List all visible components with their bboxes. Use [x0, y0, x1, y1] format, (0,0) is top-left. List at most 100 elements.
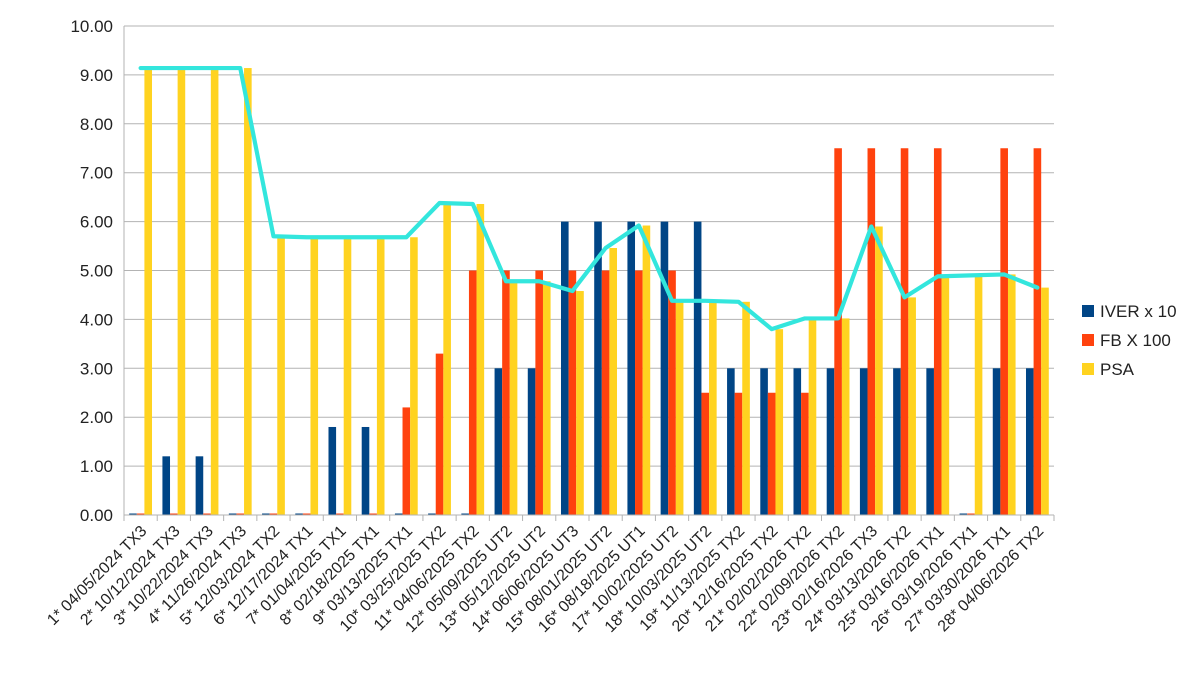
x-axis — [123, 26, 1055, 521]
bar-psa — [941, 276, 950, 515]
bar-iver-x-10 — [926, 368, 934, 515]
bar-iver-x-10 — [394, 513, 403, 515]
bars — [129, 68, 1049, 516]
bar-psa — [277, 236, 285, 515]
legend-swatch — [1082, 334, 1094, 346]
bar-iver-x-10 — [826, 368, 835, 515]
bar-iver-x-10 — [461, 513, 469, 515]
bar-iver-x-10 — [428, 513, 436, 515]
bar-fb-x-100 — [933, 148, 942, 515]
bar-fb-x-100 — [734, 392, 743, 515]
bar-fb-x-100 — [900, 148, 909, 515]
bar-fb-x-100 — [967, 513, 975, 515]
bar-iver-x-10 — [162, 456, 171, 515]
bar-psa — [443, 203, 451, 515]
bar-psa — [709, 300, 717, 515]
y-tick-label: 8.00 — [80, 115, 113, 134]
legend-label: IVER x 10 — [1100, 302, 1177, 321]
legend-label: PSA — [1100, 360, 1135, 379]
bar-fb-x-100 — [336, 513, 344, 515]
bar-iver-x-10 — [793, 368, 802, 515]
bar-iver-x-10 — [727, 368, 735, 515]
bar-fb-x-100 — [867, 148, 876, 515]
bar-fb-x-100 — [668, 270, 676, 515]
bar-fb-x-100 — [834, 148, 842, 515]
bar-psa — [144, 68, 153, 515]
bar-psa — [310, 237, 319, 516]
y-tick-label: 1.00 — [80, 457, 113, 476]
bar-psa — [376, 237, 385, 516]
bar-psa — [244, 68, 252, 515]
bar-fb-x-100 — [801, 392, 809, 515]
y-tick-label: 4.00 — [80, 310, 113, 329]
bar-psa — [775, 329, 784, 515]
bar-fb-x-100 — [701, 392, 710, 515]
bar-fb-x-100 — [468, 270, 477, 515]
bar-psa — [410, 237, 418, 516]
bar-iver-x-10 — [992, 368, 1001, 515]
bar-psa — [875, 226, 883, 516]
bar-fb-x-100 — [601, 270, 610, 515]
bar-fb-x-100 — [535, 270, 543, 515]
bar-fb-x-100 — [635, 270, 643, 515]
psa-series-line — [138, 65, 1040, 332]
bar-fb-x-100 — [369, 513, 377, 515]
bar-psa — [1041, 287, 1049, 515]
y-tick-label: 10.00 — [70, 17, 113, 36]
bar-psa — [542, 281, 551, 515]
bar-fb-x-100 — [269, 513, 278, 515]
bar-fb-x-100 — [136, 513, 145, 515]
legend-swatch — [1082, 363, 1094, 375]
bar-fb-x-100 — [402, 407, 411, 515]
bar-fb-x-100 — [1033, 148, 1042, 515]
y-tick-label: 0.00 — [80, 506, 113, 525]
bar-psa — [476, 203, 485, 515]
bar-fb-x-100 — [435, 353, 444, 515]
bar-psa — [343, 237, 352, 516]
y-axis-ticks: 0.00 1.00 2.00 3.00 4.00 5.00 6.00 7.00 8.00 9.00… — [70, 17, 113, 525]
bar-iver-x-10 — [129, 513, 137, 515]
bar-iver-x-10 — [760, 368, 768, 515]
bar-psa — [675, 300, 684, 515]
bar-iver-x-10 — [594, 221, 602, 515]
y-tick-label: 7.00 — [80, 164, 113, 183]
y-tick-label: 3.00 — [80, 359, 113, 378]
bar-psa — [509, 281, 518, 515]
bar-iver-x-10 — [228, 513, 237, 515]
bar-psa — [210, 68, 219, 515]
bar-fb-x-100 — [502, 270, 510, 515]
legend: IVER x 10 FB X 100 PSA — [1082, 302, 1177, 379]
bar-fb-x-100 — [767, 392, 776, 515]
bar-iver-x-10 — [494, 368, 503, 515]
bar-psa — [808, 318, 817, 515]
bar-psa — [609, 248, 618, 516]
y-tick-label: 6.00 — [80, 213, 113, 232]
legend-swatch — [1082, 305, 1094, 317]
bar-iver-x-10 — [361, 426, 370, 515]
bar-psa — [742, 301, 750, 515]
bar-iver-x-10 — [328, 426, 337, 515]
bar-iver-x-10 — [295, 513, 303, 515]
bar-psa — [576, 291, 584, 515]
bar-iver-x-10 — [660, 221, 669, 515]
bar-fb-x-100 — [170, 513, 178, 515]
bar-iver-x-10 — [195, 456, 204, 515]
bar-iver-x-10 — [693, 221, 702, 515]
bar-iver-x-10 — [262, 513, 270, 515]
bar-iver-x-10 — [959, 513, 968, 515]
bar-psa — [177, 68, 186, 515]
bar-iver-x-10 — [893, 368, 901, 515]
bar-psa — [642, 225, 651, 515]
bar-iver-x-10 — [1025, 368, 1034, 515]
bar-iver-x-10 — [527, 368, 536, 515]
bar-fb-x-100 — [568, 270, 577, 515]
bar-fb-x-100 — [203, 513, 211, 515]
bar-fb-x-100 — [302, 513, 311, 515]
legend-label: FB X 100 — [1100, 331, 1171, 350]
bar-psa — [974, 275, 983, 515]
bar-iver-x-10 — [859, 368, 868, 515]
y-tick-label: 5.00 — [80, 262, 113, 281]
